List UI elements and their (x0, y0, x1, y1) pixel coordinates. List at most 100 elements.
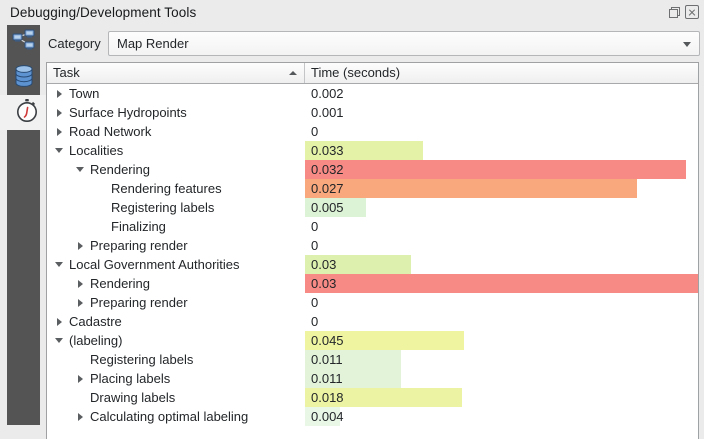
expand-expanded-icon[interactable] (53, 262, 65, 267)
time-value: 0.045 (311, 333, 344, 348)
sidebar-tab-query-logger[interactable] (7, 60, 40, 95)
time-heat-bar (305, 369, 401, 388)
float-icon-square-front (669, 9, 678, 18)
task-label: Preparing render (90, 295, 188, 310)
time-value: 0 (311, 219, 319, 234)
time-value: 0.004 (311, 409, 344, 424)
column-header-time-label: Time (seconds) (311, 65, 401, 80)
time-value: 0 (311, 238, 319, 253)
profiler-tree-table: Task Time (seconds) Town 0.002 Surface Hyd… (46, 62, 699, 439)
tree-row[interactable]: Registering labels 0.011 (47, 350, 698, 369)
expand-collapsed-icon[interactable] (53, 89, 65, 98)
expand-collapsed-icon[interactable] (53, 108, 65, 117)
time-heat-bar (305, 160, 687, 179)
tree-row[interactable]: Rendering 0.03 (47, 274, 698, 293)
task-label: Local Government Authorities (69, 257, 240, 272)
column-header-task-label: Task (53, 65, 80, 80)
tree-row[interactable]: Preparing render 0 (47, 293, 698, 312)
expand-collapsed-icon[interactable] (74, 279, 86, 288)
column-header-time[interactable]: Time (seconds) (305, 63, 698, 83)
time-heat-bar (305, 407, 340, 426)
time-heat-bar (305, 331, 465, 350)
time-heat-bar (305, 198, 367, 217)
task-label: Placing labels (90, 371, 171, 386)
tree-row[interactable]: Drawing labels 0.018 (47, 388, 698, 407)
time-heat-bar (305, 274, 698, 293)
database-icon (12, 64, 36, 91)
task-label: Rendering (90, 276, 150, 291)
tree-row[interactable]: Cadastre 0 (47, 312, 698, 331)
time-heat-bar (305, 179, 638, 198)
chevron-down-icon (683, 42, 691, 47)
category-selected-value: Map Render (117, 36, 189, 51)
task-label: Finalizing (111, 219, 166, 234)
time-value: 0.03 (311, 257, 337, 272)
time-value: 0.03 (311, 276, 337, 291)
expand-expanded-icon[interactable] (53, 338, 65, 343)
task-label: (labeling) (69, 333, 123, 348)
expand-collapsed-icon[interactable] (53, 127, 65, 136)
sort-ascending-icon (289, 71, 297, 75)
panel-title: Debugging/Development Tools (10, 5, 197, 20)
task-label: Registering labels (111, 200, 215, 215)
task-label: Rendering (90, 162, 150, 177)
expand-collapsed-icon[interactable] (74, 298, 86, 307)
category-label: Category (48, 36, 101, 51)
tree-row[interactable]: Surface Hydropoints 0.001 (47, 103, 698, 122)
table-header: Task Time (seconds) (47, 63, 698, 84)
expand-collapsed-icon[interactable] (74, 241, 86, 250)
tree-row[interactable]: Rendering 0.032 (47, 160, 698, 179)
task-label: Calculating optimal labeling (90, 409, 249, 424)
tree-row[interactable]: Rendering features 0.027 (47, 179, 698, 198)
time-value: 0.002 (311, 86, 344, 101)
time-value: 0 (311, 295, 319, 310)
time-heat-bar (305, 350, 401, 369)
task-tree-rows: Town 0.002 Surface Hydropoints 0.001 Road Ne… (47, 84, 698, 426)
time-value: 0.027 (311, 181, 344, 196)
close-icon[interactable] (685, 5, 699, 19)
tree-row[interactable]: Placing labels 0.011 (47, 369, 698, 388)
tree-row[interactable]: Registering labels 0.005 (47, 198, 698, 217)
task-label: Rendering features (111, 181, 222, 196)
task-label: Registering labels (90, 352, 194, 367)
tree-row[interactable]: Town 0.002 (47, 84, 698, 103)
task-label: Drawing labels (90, 390, 176, 405)
sidebar-tab-network-logger[interactable] (7, 25, 40, 60)
tree-row[interactable]: Local Government Authorities 0.03 (47, 255, 698, 274)
expand-expanded-icon[interactable] (53, 148, 65, 153)
stopwatch-icon (14, 98, 40, 127)
time-value: 0.032 (311, 162, 344, 177)
time-value: 0.011 (311, 371, 343, 386)
task-label: Cadastre (69, 314, 122, 329)
task-label: Surface Hydropoints (69, 105, 187, 120)
expand-collapsed-icon[interactable] (74, 412, 86, 421)
time-value: 0.018 (311, 390, 344, 405)
panel-titlebar: Debugging/Development Tools (0, 0, 704, 25)
time-value: 0.001 (311, 105, 344, 120)
expand-collapsed-icon[interactable] (74, 374, 86, 383)
expand-collapsed-icon[interactable] (53, 317, 65, 326)
sidebar-tab-profiler[interactable] (0, 95, 47, 130)
tree-row[interactable]: Calculating optimal labeling 0.004 (47, 407, 698, 426)
expand-expanded-icon[interactable] (74, 167, 86, 172)
network-icon (12, 29, 36, 56)
time-value: 0.005 (311, 200, 344, 215)
time-heat-bar (305, 388, 463, 407)
tree-row[interactable]: (labeling) 0.045 (47, 331, 698, 350)
time-value: 0.011 (311, 352, 343, 367)
tree-row[interactable]: Preparing render 0 (47, 236, 698, 255)
float-icon[interactable] (668, 5, 682, 19)
tree-row[interactable]: Finalizing 0 (47, 217, 698, 236)
time-value: 0.033 (311, 143, 344, 158)
time-value: 0 (311, 314, 319, 329)
time-heat-bar (305, 255, 412, 274)
task-label: Road Network (69, 124, 152, 139)
task-label: Localities (69, 143, 124, 158)
column-header-task[interactable]: Task (47, 63, 305, 83)
category-combobox[interactable]: Map Render (108, 31, 700, 56)
tree-row[interactable]: Localities 0.033 (47, 141, 698, 160)
time-value: 0 (311, 124, 319, 139)
tool-sidebar (0, 25, 47, 425)
tree-row[interactable]: Road Network 0 (47, 122, 698, 141)
